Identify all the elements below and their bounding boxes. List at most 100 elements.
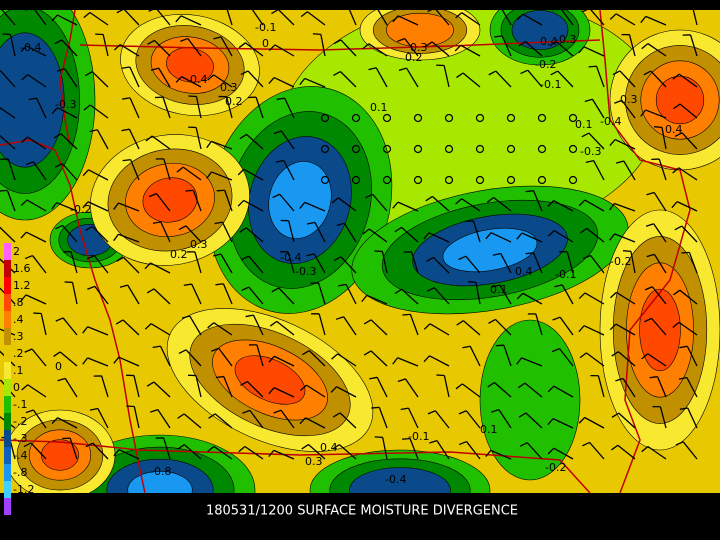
barb-flag	[215, 375, 224, 379]
wind-barb	[585, 352, 605, 367]
wind-barb	[535, 313, 543, 336]
contour-region	[142, 177, 198, 223]
wind-barb	[70, 251, 78, 274]
wind-barb	[57, 14, 78, 26]
wind-barb	[122, 319, 140, 336]
barb-flag	[610, 444, 619, 451]
colorbar-swatch	[4, 362, 11, 379]
barb-flag	[425, 41, 433, 47]
barb-flag	[181, 315, 190, 319]
barb-flag	[240, 380, 248, 387]
wind-barb	[653, 192, 667, 212]
contour-label: 0.3	[620, 93, 638, 106]
barb-flag	[402, 437, 411, 440]
barb-flag	[152, 345, 161, 349]
barb-flag	[333, 39, 342, 45]
barb-flag	[338, 283, 347, 287]
wind-barb	[88, 169, 109, 181]
wind-barb	[522, 13, 543, 26]
colorbar-label: .8	[13, 296, 24, 309]
barb-flag	[113, 44, 121, 51]
wind-barb	[224, 190, 233, 212]
barb-flag	[299, 78, 306, 86]
wind-barb	[26, 45, 47, 57]
wind-barb	[64, 378, 78, 398]
wind-barb	[133, 406, 140, 429]
barb-flag	[269, 320, 278, 327]
barb-flag	[362, 228, 370, 235]
wind-barb	[287, 220, 295, 243]
wind-barb	[503, 344, 512, 367]
barb-flag	[491, 284, 501, 288]
wind-barb	[532, 190, 543, 212]
contour-label: -0.1	[540, 78, 561, 91]
wind-barb	[279, 193, 295, 212]
wind-barb	[183, 444, 202, 460]
wind-barb	[658, 158, 667, 181]
wind-barb	[527, 69, 543, 88]
wind-barb	[247, 70, 264, 88]
barb-flag	[371, 406, 380, 409]
wind-barb	[9, 34, 16, 57]
wind-barb	[273, 76, 295, 88]
wind-barb	[130, 159, 140, 181]
barb-flag	[368, 67, 377, 71]
barb-flag	[150, 409, 159, 413]
colorbar-swatch	[4, 481, 11, 498]
barb-flag	[397, 378, 406, 383]
barb-flag	[300, 384, 307, 391]
wind-barb	[370, 350, 388, 367]
barb-flag	[53, 133, 62, 139]
barb-flag	[207, 322, 215, 329]
wind-barb	[0, 107, 16, 119]
barb-flag	[579, 352, 587, 359]
wind-barb	[32, 255, 47, 274]
wind-barb	[368, 228, 388, 243]
wind-barb	[92, 442, 109, 460]
contour-region	[349, 467, 451, 493]
wind-barb	[118, 356, 140, 367]
wind-barb	[472, 220, 481, 243]
wind-barb	[615, 291, 636, 305]
wind-barb	[314, 222, 326, 243]
barb-flag	[148, 193, 157, 198]
barb-flag	[55, 317, 64, 322]
wind-barb	[337, 353, 357, 367]
barb-flag	[245, 314, 254, 318]
contour-label: -0.1	[555, 268, 576, 281]
barb-flag	[113, 356, 120, 364]
barb-flag	[525, 252, 534, 255]
contour-region	[511, 10, 569, 50]
wind-barb	[553, 447, 574, 460]
wind-barb	[183, 413, 202, 429]
barb-flag	[425, 195, 433, 202]
wind-barb	[244, 445, 264, 460]
wind-barb	[409, 438, 419, 460]
barb-flag	[115, 319, 124, 325]
barb-flag	[458, 255, 467, 261]
wind-barb	[123, 10, 140, 26]
barb-flag	[175, 76, 183, 83]
barb-flag	[392, 201, 399, 209]
barb-flag	[671, 201, 678, 209]
barb-flag	[28, 97, 37, 101]
wind-barb	[185, 225, 202, 243]
barb-flag	[51, 14, 58, 22]
barb-flag	[649, 376, 658, 379]
wind-barb	[246, 133, 264, 150]
wind-barb	[123, 256, 140, 274]
barb-flag	[423, 355, 430, 363]
wind-barb	[57, 107, 78, 119]
wind-barb	[223, 376, 233, 398]
barb-flag	[398, 67, 407, 71]
wind-barb	[256, 344, 264, 367]
wind-barb	[156, 10, 171, 26]
wind-barb	[461, 12, 481, 26]
wind-barb	[93, 255, 109, 274]
wind-barb	[376, 377, 388, 398]
wind-barb	[681, 225, 698, 243]
colorbar-swatch	[4, 447, 11, 464]
wind-barb	[532, 252, 543, 274]
barb-flag	[612, 70, 621, 76]
contour-label: 0.4	[515, 265, 533, 278]
